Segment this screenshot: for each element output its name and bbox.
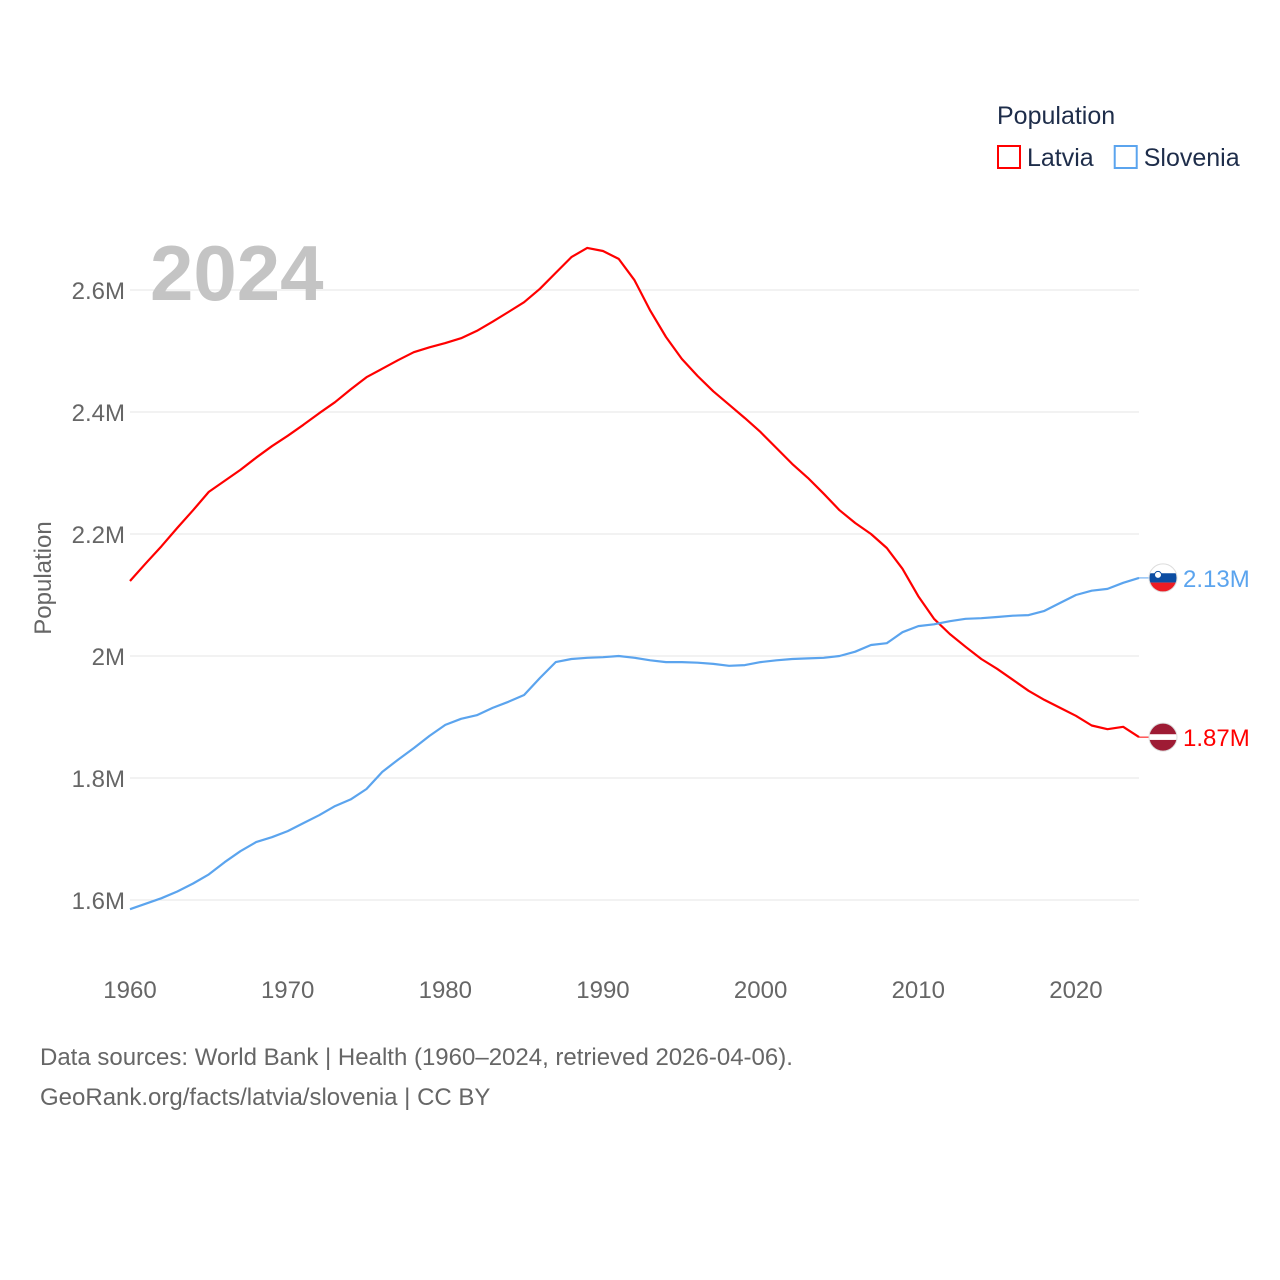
source-note: Data sources: World Bank | Health (1960–… [40, 1044, 793, 1071]
series-line-slovenia [129, 576, 1140, 911]
y-tick-label: 2.6M [72, 278, 125, 305]
y-tick-label: 1.8M [72, 766, 125, 793]
x-tick-label: 1960 [103, 977, 156, 1004]
flag-latvia-icon [1149, 723, 1177, 752]
x-tick-label: 2000 [734, 977, 787, 1004]
x-tick-label: 2010 [892, 977, 945, 1004]
flag-slovenia-icon [1149, 563, 1177, 592]
legend-swatch-slovenia [1113, 145, 1138, 169]
y-axis-title: Population [30, 521, 57, 634]
y-tick-label: 1.6M [72, 888, 125, 915]
legend-label-slovenia: Slovenia [1144, 144, 1240, 172]
x-tick-label: 1970 [261, 977, 314, 1004]
y-tick-label: 2.2M [72, 522, 125, 549]
year-label: 2024 [150, 229, 324, 317]
flag-border [1148, 563, 1178, 593]
flag-border [1148, 722, 1178, 752]
legend-title: Population [997, 102, 1115, 130]
y-tick-label: 2.4M [72, 400, 125, 427]
legend-swatch-latvia [997, 145, 1021, 169]
legend-label-latvia: Latvia [1027, 144, 1094, 172]
end-value-label-slovenia: 2.13M [1183, 566, 1250, 593]
y-tick-label: 2M [92, 644, 125, 671]
end-value-label-latvia: 1.87M [1183, 725, 1250, 752]
x-tick-label: 1990 [576, 977, 629, 1004]
series-line-latvia [129, 246, 1140, 739]
x-tick-label: 1980 [419, 977, 472, 1004]
source-link[interactable]: GeoRank.org/facts/latvia/slovenia | CC B… [40, 1084, 491, 1111]
x-tick-label: 2020 [1049, 977, 1102, 1004]
